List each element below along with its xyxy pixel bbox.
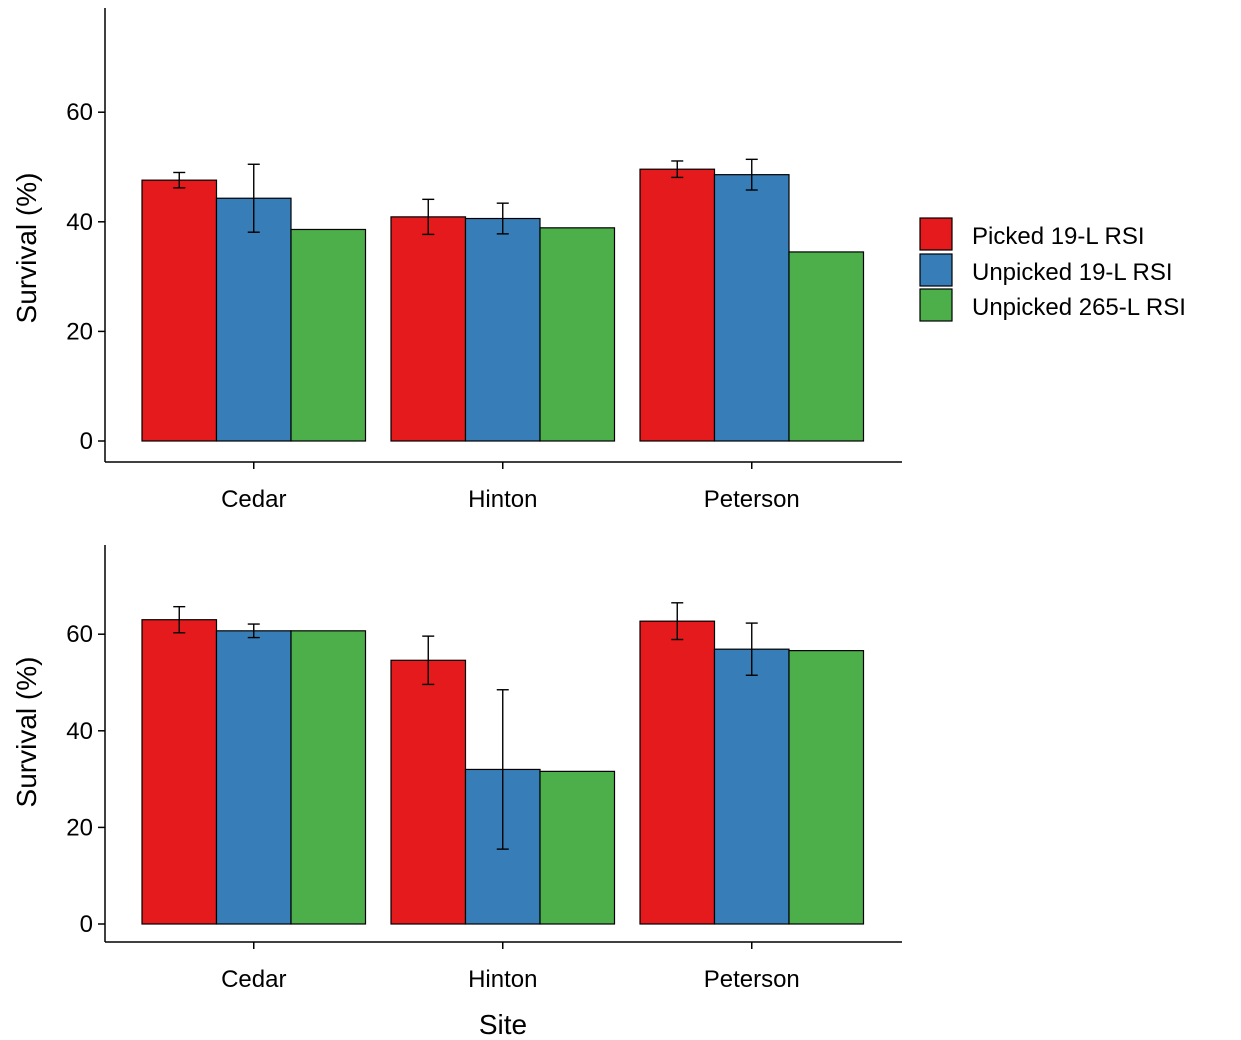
top-panel: 0 20 40 60 Survival (%) Cedar Hinton Peterson (11, 8, 902, 513)
bar (390, 216, 467, 442)
legend: Picked 19-L RSI Unpicked 19-L RSI Unpick… (919, 217, 1186, 322)
x-tick-label: Peterson (704, 486, 800, 513)
y-tick-label: 0 (80, 428, 93, 455)
bottom-panel: 0 20 40 60 Survival (%) Cedar Hinton Peterson Si… (11, 545, 902, 1040)
y-axis-label: Survival (%) (11, 173, 42, 324)
bar (290, 630, 367, 925)
bar (713, 648, 790, 925)
y-tick-label: 20 (66, 814, 93, 841)
legend-swatch-unpicked-265l (919, 288, 953, 322)
bar (788, 251, 865, 442)
bar (215, 197, 292, 442)
legend-swatch-picked-19l (919, 217, 953, 251)
x-axis-label: Site (479, 1009, 527, 1040)
bar (713, 174, 790, 442)
x-tick-label: Cedar (221, 486, 286, 513)
x-tick-label: Cedar (221, 966, 286, 993)
x-tick-label: Peterson (704, 966, 800, 993)
x-tick-label: Hinton (468, 966, 537, 993)
bar (539, 227, 616, 442)
y-tick-label: 0 (80, 911, 93, 938)
bar (141, 619, 218, 925)
y-tick-label: 40 (66, 209, 93, 236)
bar (639, 620, 716, 925)
bar (215, 630, 292, 925)
y-tick-label: 60 (66, 99, 93, 126)
legend-label-unpicked-19l: Unpicked 19-L RSI (972, 259, 1173, 286)
y-tick-label: 40 (66, 718, 93, 745)
bar (639, 168, 716, 442)
bar (788, 650, 865, 925)
y-tick-label: 20 (66, 318, 93, 345)
legend-swatch-unpicked-19l (919, 253, 953, 287)
y-axis-label: Survival (%) (11, 657, 42, 808)
bar (539, 770, 616, 925)
legend-label-unpicked-265l: Unpicked 265-L RSI (972, 294, 1186, 321)
bar (390, 659, 467, 925)
legend-label-picked-19l: Picked 19-L RSI (972, 223, 1145, 250)
x-tick-label: Hinton (468, 486, 537, 513)
y-tick-label: 60 (66, 621, 93, 648)
bar (290, 228, 367, 442)
bar (141, 179, 218, 442)
bar (464, 217, 541, 442)
